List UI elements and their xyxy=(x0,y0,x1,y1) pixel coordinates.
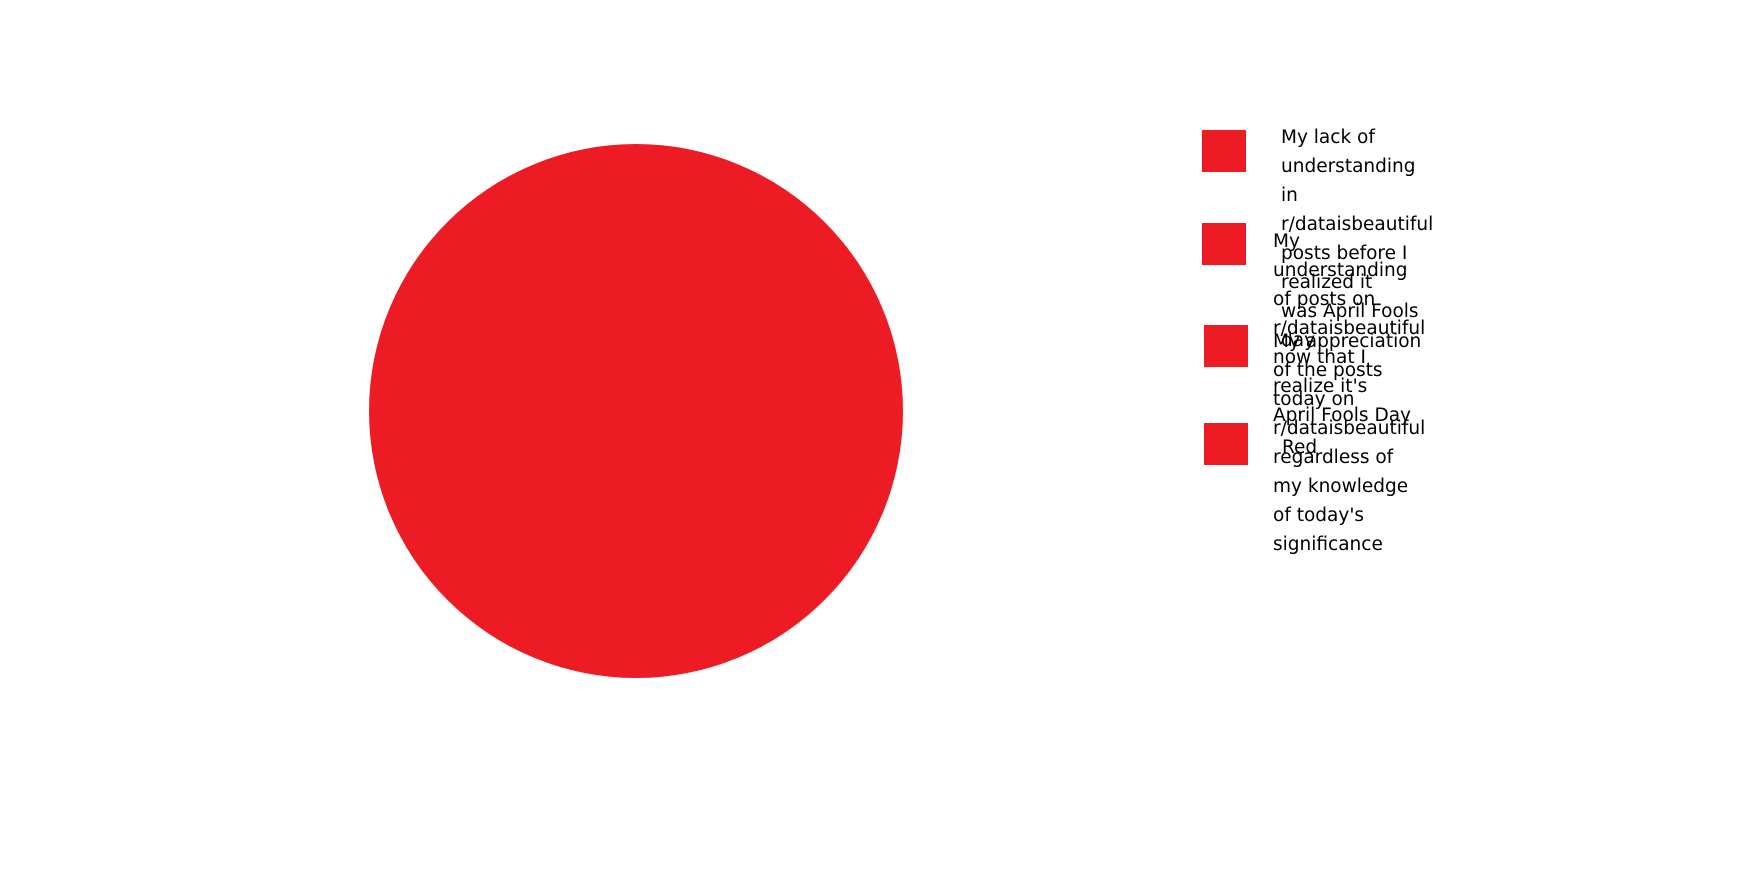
pie-slice xyxy=(636,144,903,411)
pie-slice xyxy=(636,411,903,678)
pie-slice xyxy=(369,144,636,411)
pie-slices xyxy=(369,144,903,678)
pie-slice xyxy=(369,411,636,678)
